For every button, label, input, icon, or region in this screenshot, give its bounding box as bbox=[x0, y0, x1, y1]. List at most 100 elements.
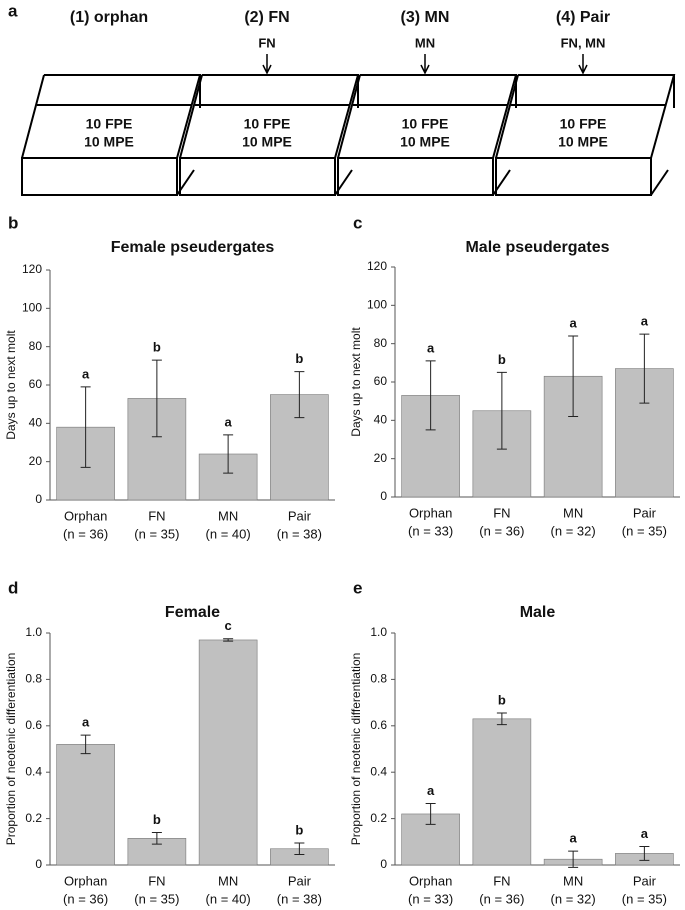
category-note: (n = 35) bbox=[622, 523, 667, 538]
error-bar bbox=[223, 638, 234, 642]
box-content: 10 MPE bbox=[242, 134, 292, 150]
category-note: (n = 35) bbox=[134, 891, 179, 906]
category-note: (n = 36) bbox=[63, 526, 108, 541]
arrow-label: FN bbox=[258, 35, 275, 50]
x-tick-label: Pair bbox=[633, 505, 657, 520]
box-side bbox=[650, 75, 675, 196]
y-tick-label: 1.0 bbox=[25, 625, 42, 639]
significance-letter: a bbox=[82, 366, 90, 381]
box-front bbox=[21, 157, 178, 196]
panel-label: a bbox=[8, 1, 18, 20]
box-front bbox=[495, 157, 652, 196]
bar bbox=[56, 744, 115, 866]
y-tick-label: 0.8 bbox=[25, 672, 42, 686]
y-tick-label: 0 bbox=[380, 489, 387, 503]
y-tick-label: 60 bbox=[29, 377, 43, 391]
significance-letter: a bbox=[641, 826, 649, 841]
box-content: 10 FPE bbox=[244, 116, 291, 132]
arrow-label: FN, MN bbox=[561, 35, 606, 50]
bar bbox=[472, 718, 532, 866]
error-bar bbox=[425, 360, 436, 431]
significance-letter: b bbox=[498, 352, 506, 367]
chart-title: Female pseudergates bbox=[111, 239, 275, 256]
significance-letter: a bbox=[641, 314, 649, 329]
category-note: (n = 38) bbox=[277, 526, 322, 541]
panel-label: c bbox=[353, 213, 362, 232]
category-note: (n = 36) bbox=[479, 891, 524, 906]
y-axis-label: Days up to next molt bbox=[349, 327, 363, 437]
chart-title: Male pseudergates bbox=[465, 239, 609, 256]
significance-letter: a bbox=[570, 831, 578, 846]
y-tick-label: 1.0 bbox=[370, 625, 387, 639]
y-tick-label: 0.6 bbox=[25, 718, 42, 732]
y-tick-label: 0.4 bbox=[25, 764, 42, 778]
error-bar bbox=[639, 333, 650, 404]
y-tick-label: 20 bbox=[29, 454, 43, 468]
panel-label: b bbox=[8, 213, 18, 232]
x-tick-label: Orphan bbox=[409, 873, 452, 888]
y-tick-label: 20 bbox=[374, 451, 388, 465]
category-note: (n = 35) bbox=[622, 891, 667, 906]
y-tick-label: 40 bbox=[374, 413, 388, 427]
significance-letter: c bbox=[225, 618, 232, 633]
box-content: 10 FPE bbox=[560, 116, 607, 132]
y-tick-label: 120 bbox=[22, 262, 42, 276]
x-tick-label: FN bbox=[148, 873, 165, 888]
x-tick-label: FN bbox=[493, 873, 510, 888]
error-bar bbox=[294, 371, 305, 419]
category-note: (n = 40) bbox=[206, 891, 251, 906]
significance-letter: b bbox=[153, 340, 161, 355]
y-tick-label: 100 bbox=[367, 298, 387, 312]
significance-letter: a bbox=[82, 715, 90, 730]
significance-letter: a bbox=[427, 783, 435, 798]
x-tick-label: MN bbox=[218, 508, 238, 523]
y-tick-label: 60 bbox=[374, 374, 388, 388]
x-tick-label: MN bbox=[218, 873, 238, 888]
error-bar bbox=[151, 832, 162, 845]
error-bar bbox=[568, 335, 579, 417]
y-tick-label: 0.4 bbox=[370, 764, 387, 778]
box-title: (1) orphan bbox=[70, 9, 148, 26]
box-content: 10 MPE bbox=[558, 134, 608, 150]
error-bar bbox=[223, 434, 234, 474]
category-note: (n = 35) bbox=[134, 526, 179, 541]
chart-title: Male bbox=[520, 604, 556, 621]
y-tick-label: 80 bbox=[29, 339, 43, 353]
arrow bbox=[420, 54, 430, 75]
panel-label: d bbox=[8, 578, 18, 597]
category-note: (n = 38) bbox=[277, 891, 322, 906]
error-bar bbox=[425, 803, 436, 825]
arrow-label: MN bbox=[415, 35, 435, 50]
y-tick-label: 120 bbox=[367, 259, 387, 273]
y-axis-label: Days up to next molt bbox=[4, 330, 18, 440]
error-bar bbox=[568, 850, 579, 868]
box-content: 10 FPE bbox=[86, 116, 133, 132]
significance-letter: b bbox=[498, 692, 506, 707]
error-bar bbox=[496, 371, 507, 450]
x-tick-label: Orphan bbox=[409, 505, 452, 520]
y-tick-label: 0 bbox=[35, 857, 42, 871]
box-title: (4) Pair bbox=[556, 9, 610, 26]
y-tick-label: 0.6 bbox=[370, 718, 387, 732]
significance-letter: b bbox=[295, 351, 303, 366]
significance-letter: a bbox=[570, 315, 578, 330]
y-tick-label: 100 bbox=[22, 301, 42, 315]
x-tick-label: Pair bbox=[288, 873, 312, 888]
category-note: (n = 40) bbox=[206, 526, 251, 541]
category-note: (n = 36) bbox=[63, 891, 108, 906]
arrow bbox=[578, 54, 588, 75]
x-tick-label: Orphan bbox=[64, 508, 107, 523]
y-tick-label: 0.8 bbox=[370, 672, 387, 686]
x-tick-label: Pair bbox=[288, 508, 312, 523]
box-front bbox=[179, 157, 336, 196]
box-content: 10 MPE bbox=[84, 134, 134, 150]
x-tick-label: MN bbox=[563, 873, 583, 888]
y-axis-label: Proportion of neotenic differentiation bbox=[349, 653, 363, 846]
box-content: 10 FPE bbox=[402, 116, 449, 132]
y-axis-label: Proportion of neotenic differentiation bbox=[4, 653, 18, 846]
bar bbox=[198, 639, 258, 866]
x-tick-label: Orphan bbox=[64, 873, 107, 888]
y-tick-label: 40 bbox=[29, 416, 43, 430]
category-note: (n = 33) bbox=[408, 891, 453, 906]
